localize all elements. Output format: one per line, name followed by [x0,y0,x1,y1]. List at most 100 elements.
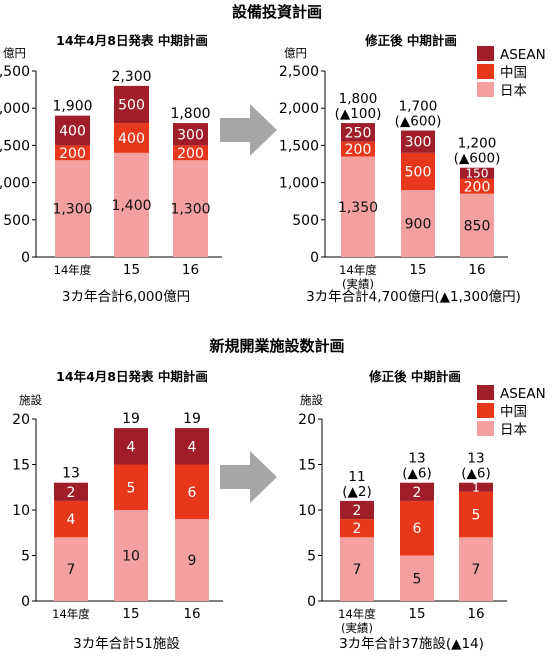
bar-china-s0c0 [55,145,90,161]
bar-label-japan-s1c0: 10 [122,549,140,565]
y-tick-label-s0c0: 0 [21,250,30,266]
y-tick-label-s1c1: 10 [298,503,316,519]
bar-japan-s0c0 [55,160,90,257]
total-label-s1c0: 19 [122,411,140,427]
change-label-s1c1: (▲6) [461,466,491,482]
change-label-s0c1: (▲100) [335,106,382,122]
x-tick-label-s1c1: 14年度 [338,607,376,621]
y-tick-label-s1c0: 0 [21,594,30,610]
chart-subtitle-s0c0: 14年4月8日発表 中期計画 [56,33,208,48]
charts-group: 14年4月8日発表 中期計画億円05001,0001,5002,0002,500… [0,33,546,652]
x-tick-label-s0c1: 16 [468,262,485,278]
x-tick-sublabel-s1c1: (実績) [341,621,373,635]
change-label-s1c1: (▲2) [342,484,372,500]
bar-asean-s1c1 [400,482,434,501]
arrow-capex-icon [220,104,277,156]
bar-label-china-s1c1: 5 [472,508,481,524]
total-label-s1c1: 11 [348,469,365,485]
x-tick-label-s1c0: 16 [183,606,200,622]
total-label-s1c0: 19 [183,411,201,427]
bar-label-china-s0c1: 200 [464,179,491,195]
bar-label-china-s1c1: 6 [413,521,422,537]
legend-label-china-s1c1: 中国 [500,404,527,420]
legend-label-japan-s1c1: 日本 [500,422,528,438]
bar-china-s1c0 [175,464,209,520]
total-label-s0c0: 1,800 [170,106,210,122]
x-tick-label-s0c0: 15 [123,262,140,278]
chart-subtitle-s0c1: 修正後 中期計画 [364,33,457,48]
bar-label-asean-s0c0: 500 [118,98,145,114]
bar-label-china-s0c0: 200 [59,146,86,162]
bar-asean-s1c0 [175,428,209,465]
total-label-s1c0: 13 [62,466,80,482]
bar-label-china-s1c1: 2 [353,521,362,537]
legend-swatch-china-s1c1 [477,403,494,418]
bar-label-japan-s0c0: 1,400 [111,198,151,214]
x-tick-label-s0c0: 14年度 [54,263,92,277]
bar-asean-s0c1 [401,130,435,153]
bar-asean-s0c1 [341,123,375,142]
bar-china-s0c1 [341,141,375,157]
chart-subtitle-s1c0: 14年4月8日発表 中期計画 [56,369,208,384]
bar-label-japan-s1c1: 5 [413,571,422,587]
bar-label-japan-s0c1: 900 [405,217,432,233]
bar-label-china-s0c0: 200 [177,146,204,162]
bar-china-s0c0 [173,145,208,161]
y-tick-label-s1c0: 10 [12,503,30,519]
bar-label-japan-s1c0: 7 [67,562,76,578]
bar-japan-s0c1 [401,190,435,257]
bar-label-asean-s1c0: 4 [127,439,136,455]
bar-china-s0c0 [114,123,149,153]
y-tick-label-s1c1: 15 [298,458,316,474]
footer-total-s0c1: 3カ年合計4,700億円(▲1,300億円) [306,289,521,305]
bar-japan-s1c1 [400,555,434,601]
arrow-openings-icon [220,451,277,503]
bar-label-asean-s1c1: 1 [472,481,480,495]
x-tick-label-s1c0: 15 [122,606,139,622]
bar-label-japan-s1c0: 9 [188,553,197,569]
legend-label-japan-s0c1: 日本 [500,83,528,99]
total-label-s1c1: 13 [408,451,425,467]
bar-label-asean-s0c1: 150 [466,167,489,181]
y-tick-label-s1c0: 15 [12,458,30,474]
bar-label-japan-s0c0: 1,300 [170,202,210,218]
x-tick-label-s0c0: 16 [182,262,199,278]
legend-label-asean-s1c1: ASEAN [500,386,546,402]
bar-label-japan-s1c1: 7 [353,562,362,578]
bar-japan-s1c0 [175,519,209,601]
bar-asean-s0c1 [460,167,494,179]
bar-japan-s1c1 [459,537,493,601]
bar-label-asean-s0c0: 400 [59,124,86,140]
y-tick-label-s0c0: 500 [3,213,30,229]
bar-japan-s0c0 [173,160,208,257]
y-tick-label-s0c1: 0 [310,250,319,266]
bar-label-china-s0c1: 500 [405,164,432,180]
bar-label-japan-s0c0: 1,300 [52,202,92,218]
legend-swatch-asean-s0c1 [477,46,494,61]
total-label-s0c1: 1,200 [458,136,497,152]
bar-label-japan-s0c1: 850 [464,218,491,234]
bar-japan-s1c0 [114,510,148,601]
bar-japan-s0c0 [114,152,149,257]
bar-label-asean-s1c0: 2 [67,485,76,501]
section-title-capex: 設備投資計画 [232,3,322,21]
bar-label-china-s1c0: 4 [67,512,76,528]
total-label-s0c0: 1,900 [52,99,92,115]
bar-label-asean-s0c1: 250 [345,125,372,141]
bar-asean-s1c1 [340,500,374,520]
footer-total-s1c1: 3カ年合計37施設(▲14) [339,636,484,652]
bar-japan-s1c1 [340,537,374,601]
change-label-s0c1: (▲600) [454,151,501,167]
y-tick-label-s0c1: 1,500 [279,138,319,154]
bar-asean-s1c0 [54,482,88,501]
y-tick-label-s0c1: 2,500 [279,64,319,80]
bar-label-japan-s1c1: 7 [472,562,481,578]
bar-china-s1c1 [400,500,434,556]
bar-label-japan-s0c1: 1,350 [338,200,378,216]
y-tick-label-s0c1: 2,000 [279,101,319,117]
y-unit-label-s0c1: 億円 [284,46,307,60]
y-tick-label-s0c0: 1,500 [0,138,30,154]
chart-subtitle-s1c1: 修正後 中期計画 [368,369,461,384]
